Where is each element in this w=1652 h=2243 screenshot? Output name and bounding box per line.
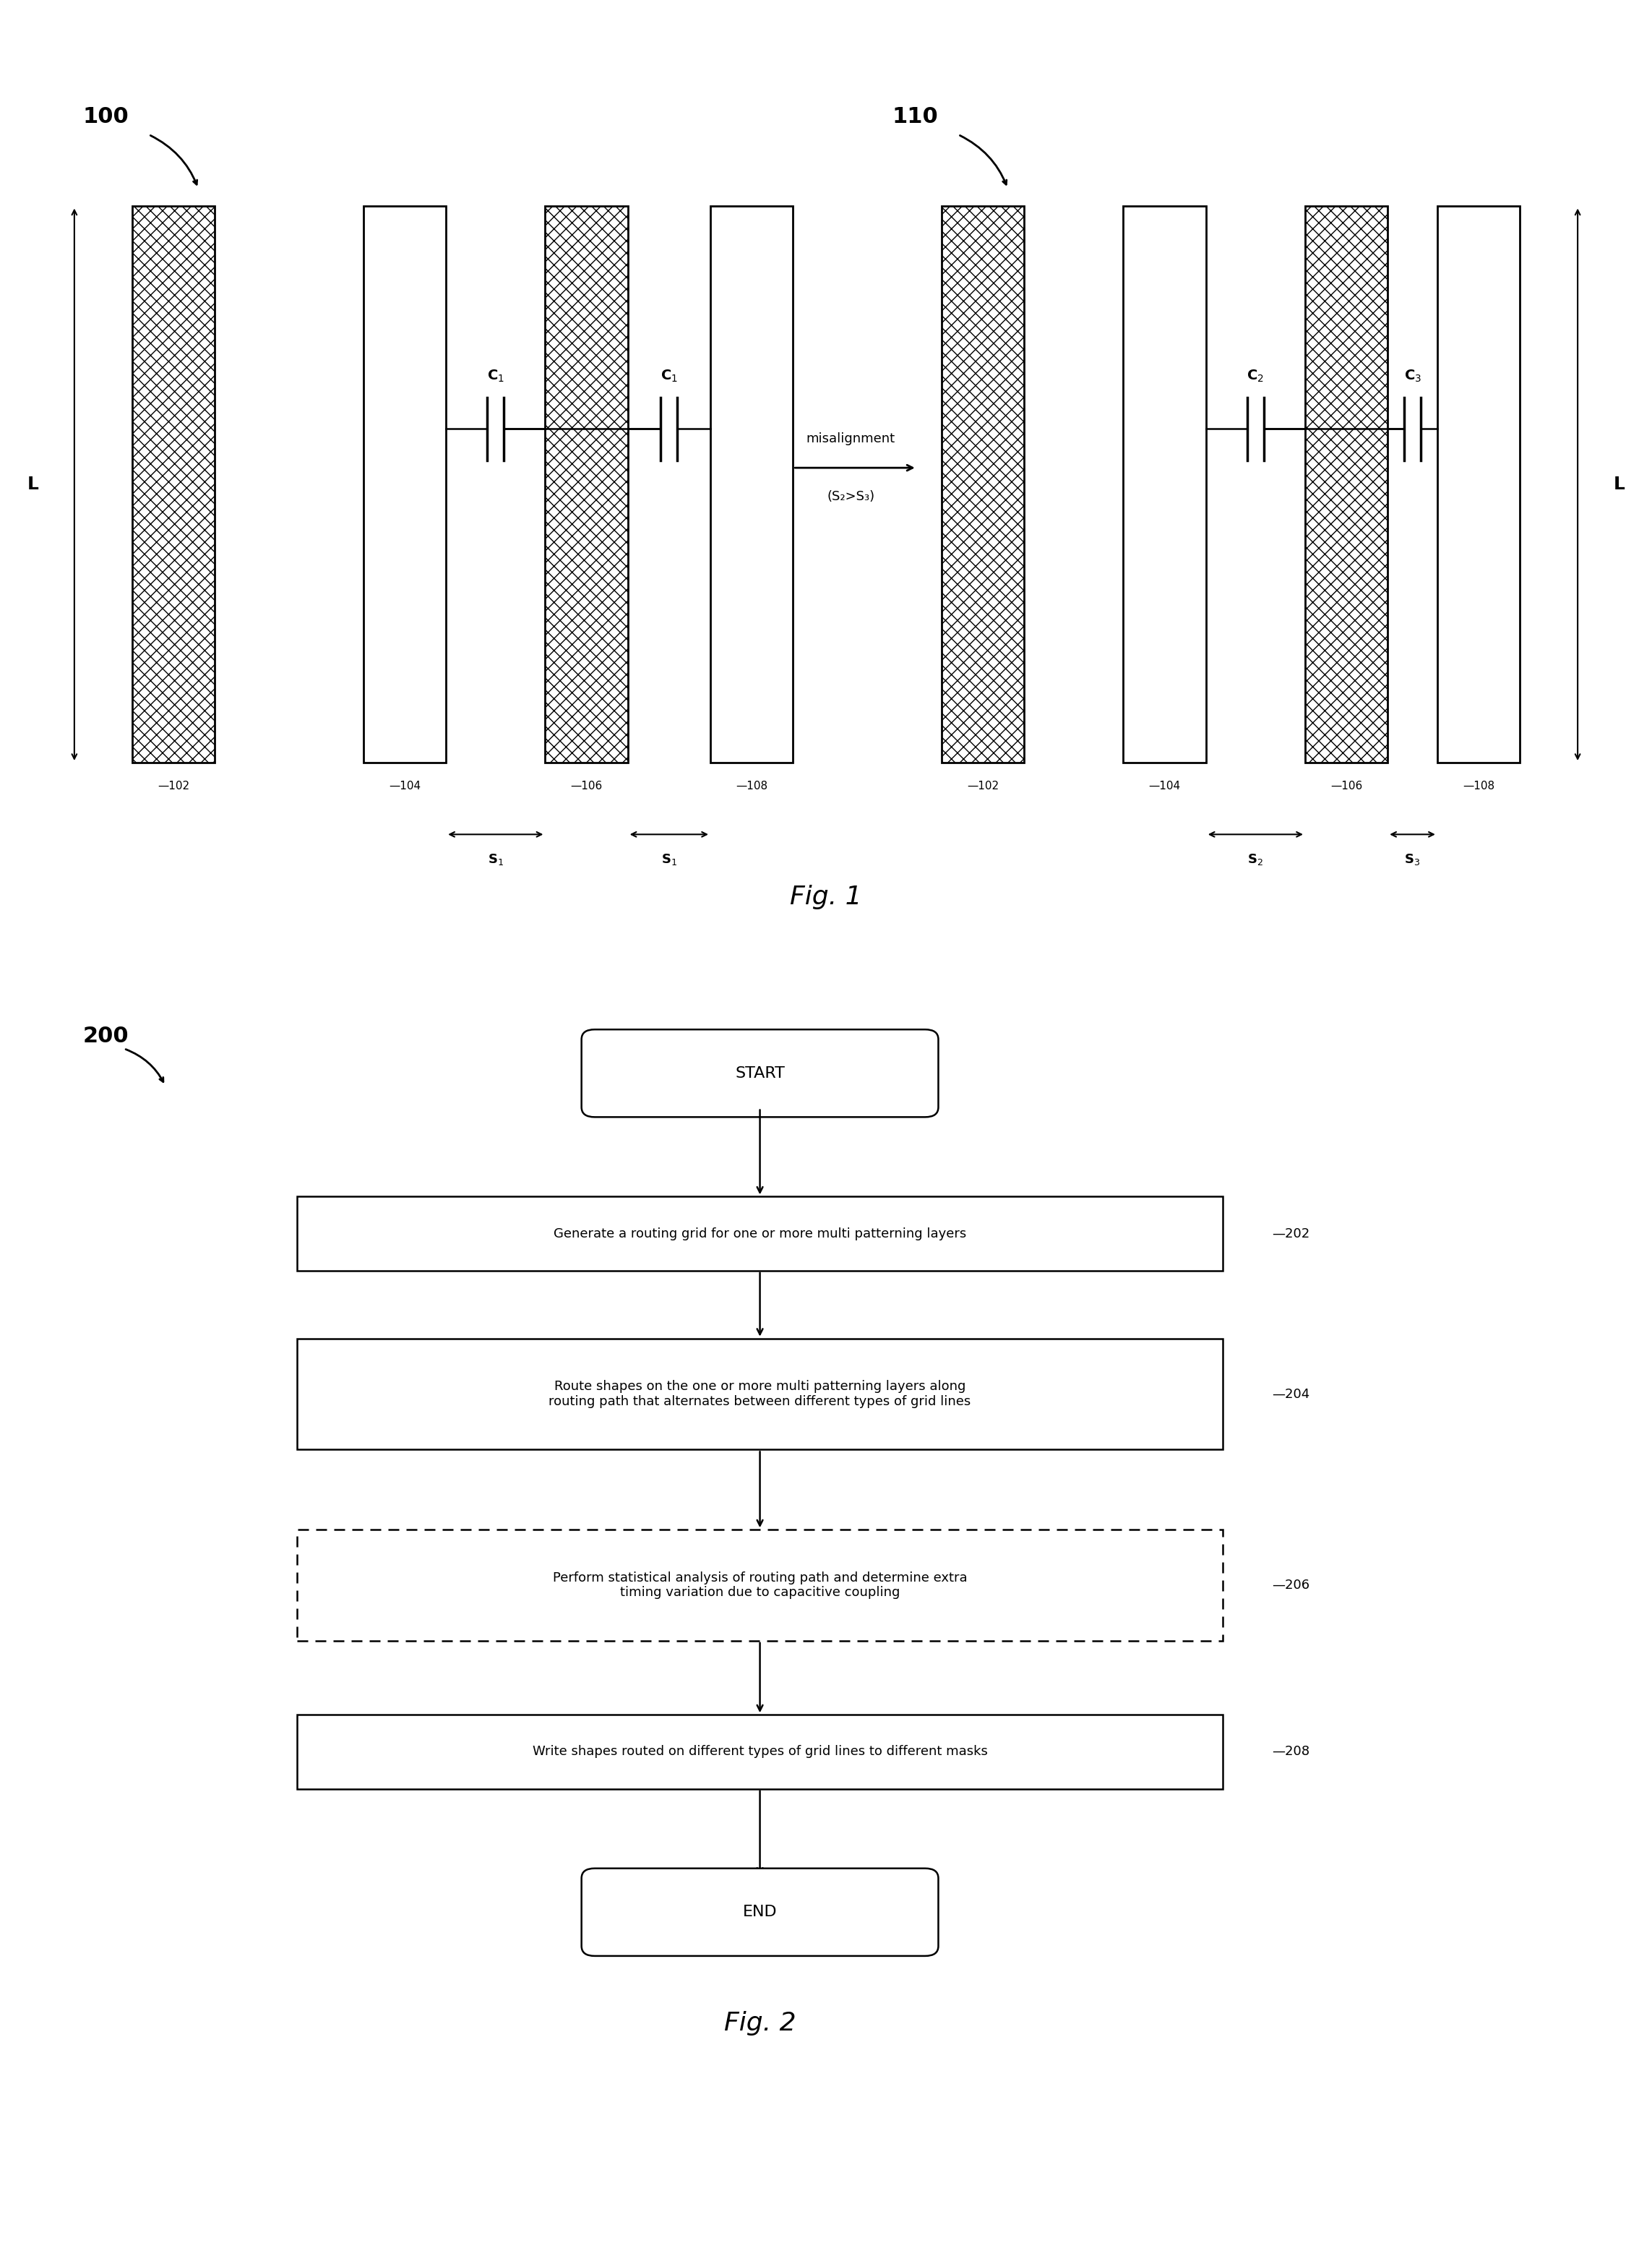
Text: Write shapes routed on different types of grid lines to different masks: Write shapes routed on different types o… <box>532 1745 988 1759</box>
Text: C$_1$: C$_1$ <box>661 368 677 384</box>
Text: —106: —106 <box>1330 781 1363 792</box>
Bar <box>297 1339 1222 1449</box>
Text: Fig. 2: Fig. 2 <box>724 2012 796 2034</box>
Text: END: END <box>743 1904 776 1920</box>
Text: 200: 200 <box>83 1025 129 1047</box>
Text: misalignment: misalignment <box>806 433 895 446</box>
Text: Fig. 1: Fig. 1 <box>790 886 862 908</box>
Bar <box>1305 206 1388 763</box>
Text: Perform statistical analysis of routing path and determine extra
timing variatio: Perform statistical analysis of routing … <box>553 1570 966 1599</box>
FancyBboxPatch shape <box>582 1868 938 1956</box>
Text: L: L <box>28 476 38 493</box>
Text: L: L <box>1614 476 1624 493</box>
Text: —104: —104 <box>388 781 421 792</box>
Bar <box>132 206 215 763</box>
FancyBboxPatch shape <box>582 1030 938 1117</box>
Text: S$_1$: S$_1$ <box>661 852 677 866</box>
Bar <box>297 1714 1222 1790</box>
Bar <box>363 206 446 763</box>
Bar <box>1123 206 1206 763</box>
Text: —108: —108 <box>1462 781 1495 792</box>
Bar <box>942 206 1024 763</box>
Text: —104: —104 <box>1148 781 1181 792</box>
Bar <box>1437 206 1520 763</box>
Text: —108: —108 <box>735 781 768 792</box>
Text: C$_3$: C$_3$ <box>1404 368 1421 384</box>
Text: S$_2$: S$_2$ <box>1247 852 1264 866</box>
Text: —208: —208 <box>1272 1745 1310 1759</box>
Text: C$_2$: C$_2$ <box>1247 368 1264 384</box>
Text: —102: —102 <box>966 781 999 792</box>
Text: START: START <box>735 1065 785 1081</box>
Text: Generate a routing grid for one or more multi patterning layers: Generate a routing grid for one or more … <box>553 1227 966 1240</box>
Text: 100: 100 <box>83 105 129 128</box>
Text: S$_3$: S$_3$ <box>1404 852 1421 866</box>
Bar <box>545 206 628 763</box>
Bar <box>710 206 793 763</box>
Text: —202: —202 <box>1272 1227 1310 1240</box>
Text: —206: —206 <box>1272 1579 1310 1593</box>
Text: S$_1$: S$_1$ <box>487 852 504 866</box>
Text: Route shapes on the one or more multi patterning layers along
routing path that : Route shapes on the one or more multi pa… <box>548 1379 971 1409</box>
Bar <box>297 1196 1222 1270</box>
Text: —102: —102 <box>157 781 190 792</box>
Text: C$_1$: C$_1$ <box>487 368 504 384</box>
Bar <box>297 1530 1222 1640</box>
Text: —106: —106 <box>570 781 603 792</box>
Text: (S₂>S₃): (S₂>S₃) <box>828 491 874 502</box>
Text: —204: —204 <box>1272 1388 1310 1400</box>
Text: 110: 110 <box>892 105 938 128</box>
